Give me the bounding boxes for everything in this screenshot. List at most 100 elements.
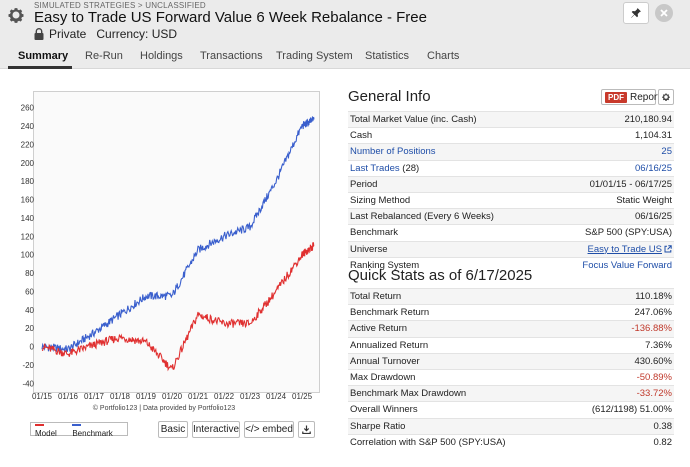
stat-row-sharpe-ratio: Sharpe Ratio 0.38 (348, 417, 674, 434)
embed-chart-button[interactable]: </> embed (244, 421, 294, 438)
y-tick-label: 40 (25, 306, 34, 315)
pin-button[interactable] (623, 2, 649, 24)
y-tick-label: 0 (30, 343, 35, 352)
tab-trading-system[interactable]: Trading System (276, 50, 353, 62)
stat-row-annualized-return: Annualized Return 7.36% (348, 336, 674, 353)
chart-credit: © Portfolio123 | Data provided by Portfo… (92, 405, 236, 412)
stat-label: Annual Turnover (350, 355, 420, 367)
info-row-universe: Universe Easy to Trade US (348, 240, 674, 257)
interactive-chart-button[interactable]: Interactive (192, 421, 240, 438)
strategy-header: SIMULATED STRATEGIES > UNCLASSIFIED Easy… (0, 0, 690, 44)
stat-value: 0.38 (653, 420, 673, 432)
stat-label: Sharpe Ratio (350, 420, 406, 432)
info-value: Static Weight (616, 195, 672, 207)
y-tick-label: 160 (21, 196, 35, 205)
info-label: Ranking System (350, 259, 420, 271)
legend-item-model[interactable]: Model (35, 420, 66, 438)
report-settings-button[interactable] (658, 89, 674, 105)
info-row-total-market-value: Total Market Value (inc. Cash) 210,180.9… (348, 111, 674, 128)
legend-swatch-model (35, 423, 44, 426)
y-tick-label: -40 (22, 379, 34, 388)
page-title: Easy to Trade US Forward Value 6 Week Re… (34, 9, 427, 26)
x-tick-label: 01/21 (188, 392, 209, 401)
y-tick-label: 80 (25, 269, 34, 278)
stat-row-benchmark-max-drawdown: Benchmark Max Drawdown -33.72% (348, 385, 674, 402)
tab-statistics[interactable]: Statistics (365, 50, 410, 62)
info-label: Benchmark (350, 227, 399, 239)
info-row-cash: Cash 1,104.31 (348, 127, 674, 143)
tab-holdings[interactable]: Holdings (140, 50, 183, 62)
stat-row-total-return: Total Return 110.18% (348, 288, 674, 305)
legend-swatch-benchmark (72, 423, 82, 426)
tab-summary[interactable]: Summary (18, 50, 69, 62)
basic-chart-button[interactable]: Basic (158, 421, 188, 438)
info-label: Cash (350, 130, 373, 142)
info-row-last-rebalanced: Last Rebalanced (Every 6 Weeks) 06/16/25 (348, 208, 674, 225)
download-icon (302, 425, 311, 434)
tab-bar: Summary Re-Run Holdings Transactions Tra… (0, 44, 690, 69)
tab-rerun[interactable]: Re-Run (85, 50, 123, 62)
gear-icon (662, 93, 670, 101)
y-tick-label: 120 (21, 232, 35, 241)
last-trades-link[interactable]: Last Trades (350, 162, 400, 174)
stat-row-overall-winners: Overall Winners (612/1198) 51.00% (348, 401, 674, 417)
stat-label: Active Return (350, 323, 408, 335)
info-label: Total Market Value (inc. Cash) (350, 114, 477, 126)
tab-transactions[interactable]: Transactions (200, 50, 263, 62)
info-label: Universe (350, 243, 388, 255)
x-tick-label: 01/17 (84, 392, 105, 401)
info-row-period: Period 01/01/15 - 06/17/25 (348, 175, 674, 192)
download-chart-button[interactable] (298, 421, 315, 438)
general-info-title: General Info (348, 88, 431, 105)
performance-chart-frame (33, 91, 320, 393)
stat-label: Benchmark Return (350, 307, 430, 319)
pdf-report-button[interactable]: PDF Report (601, 89, 660, 105)
stat-value: (612/1198) 51.00% (591, 404, 672, 416)
close-icon (660, 9, 668, 17)
y-tick-label: 140 (21, 214, 35, 223)
info-value: S&P 500 (SPY:USA) (585, 227, 672, 239)
tab-charts[interactable]: Charts (427, 50, 460, 62)
gear-icon[interactable] (6, 5, 26, 25)
y-tick-label: 200 (21, 159, 35, 168)
y-tick-label: 100 (21, 251, 35, 260)
x-tick-label: 01/24 (266, 392, 287, 401)
chart-legend: Model Benchmark (30, 420, 128, 438)
stat-row-annual-turnover: Annual Turnover 430.60% (348, 352, 674, 369)
close-button[interactable] (655, 4, 673, 22)
series-line-benchmark (41, 116, 315, 354)
stat-row-active-return: Active Return -136.88% (348, 320, 674, 337)
stat-value: 0.82 (653, 436, 673, 448)
pdf-badge: PDF (605, 91, 627, 103)
x-tick-label: 01/18 (110, 392, 131, 401)
x-tick-label: 01/16 (58, 392, 79, 401)
report-label: Report (630, 91, 661, 103)
breadcrumb[interactable]: SIMULATED STRATEGIES > UNCLASSIFIED (34, 1, 206, 10)
x-tick-label: 01/15 (32, 392, 53, 401)
external-link-icon[interactable] (664, 244, 672, 253)
last-trades-date-link[interactable]: 06/16/25 (635, 162, 672, 174)
info-label: Period (350, 178, 378, 190)
info-value: 210,180.94 (624, 114, 672, 126)
universe-link[interactable]: Easy to Trade US (587, 243, 662, 255)
performance-chart[interactable]: -40 -20 0 20 40 60 80 100 120 140 160 180 200 220 240 2… (10, 98, 330, 403)
positions-count-link[interactable]: 25 (661, 146, 672, 158)
legend-item-benchmark[interactable]: Benchmark (72, 420, 121, 438)
stat-label: Correlation with S&P 500 (SPY:USA) (350, 436, 506, 448)
info-label: Sizing Method (350, 195, 411, 207)
number-of-positions-link[interactable]: Number of Positions (350, 146, 436, 158)
y-tick-label: 240 (21, 122, 35, 131)
stat-label: Max Drawdown (350, 372, 416, 384)
y-tick-label: 220 (21, 140, 35, 149)
quick-stats-table: Total Return 110.18% Benchmark Return 24… (348, 288, 674, 450)
y-tick-label: 60 (25, 287, 34, 296)
info-label: Last Rebalanced (Every 6 Weeks) (350, 211, 494, 223)
info-row-ranking-system: Ranking System Focus Value Forward (348, 256, 674, 273)
ranking-system-link[interactable]: Focus Value Forward (582, 259, 672, 271)
info-row-last-trades: Last Trades (28) 06/16/25 (348, 159, 674, 176)
x-tick-label: 01/20 (162, 392, 183, 401)
last-trades-count: (28) (399, 162, 420, 174)
currency-label: Currency: USD (96, 27, 178, 41)
info-row-number-of-positions: Number of Positions 25 (348, 143, 674, 160)
visibility-label: Private (49, 27, 87, 41)
